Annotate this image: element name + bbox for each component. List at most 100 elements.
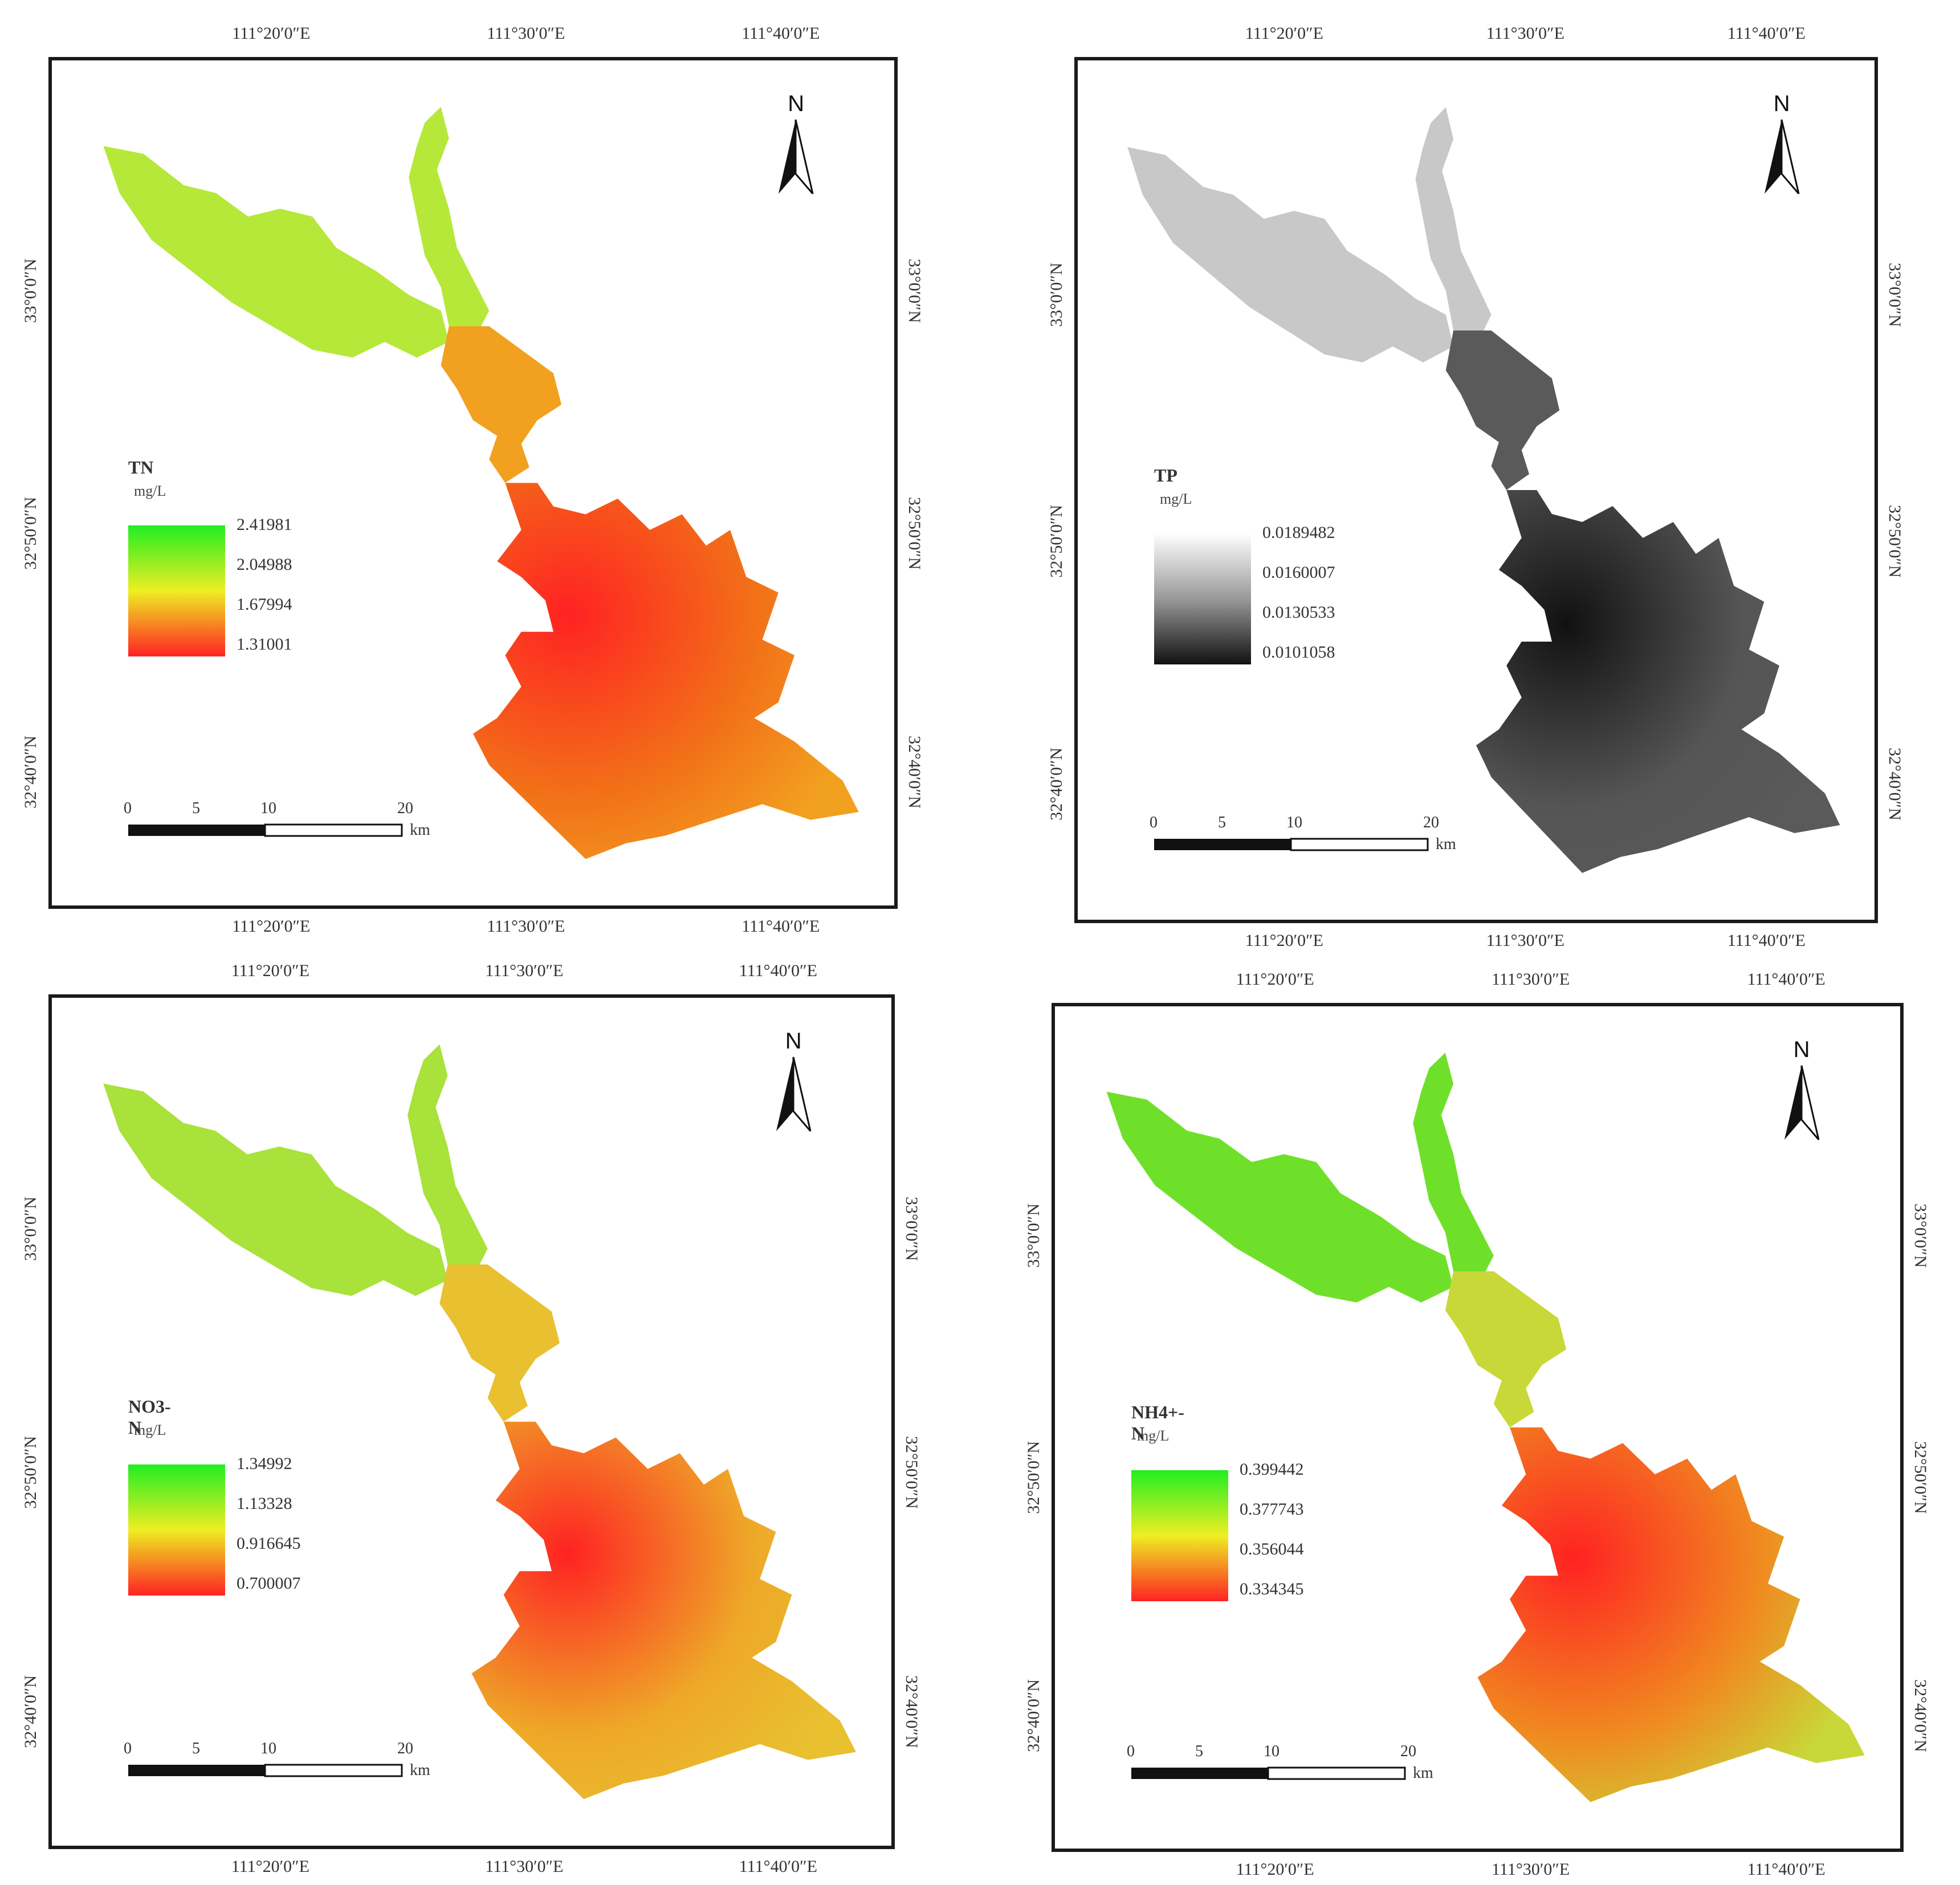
legend-title: TP xyxy=(1154,465,1177,485)
north-arrow-icon xyxy=(776,1056,812,1132)
right-latitude-label: 33°0′0″N xyxy=(902,1197,921,1261)
bottom-longitude-label: 111°30′0″E xyxy=(1492,1860,1570,1879)
top-longitude-label: 111°40′0″E xyxy=(1727,24,1806,43)
scale-unit: km xyxy=(410,1761,430,1779)
legend-value: 1.13328 xyxy=(237,1494,292,1513)
left-latitude-label: 32°40′0″N xyxy=(21,735,40,809)
top-longitude-label: 111°20′0″E xyxy=(1236,970,1314,989)
legend-color-ramp xyxy=(1131,1470,1228,1601)
scale-tick-label: 20 xyxy=(397,1740,413,1757)
north-arrow-icon xyxy=(779,119,814,194)
legend-color-ramp xyxy=(128,1464,225,1596)
reservoir-map xyxy=(103,1044,856,1800)
legend-value: 0.356044 xyxy=(1240,1539,1304,1558)
legend-value: 0.0189482 xyxy=(1262,523,1335,542)
bottom-longitude-label: 111°30′0″E xyxy=(1486,931,1564,950)
right-latitude-label: 32°50′0″N xyxy=(902,1436,921,1509)
right-latitude-label: 32°40′0″N xyxy=(905,735,924,809)
legend-color-ramp xyxy=(128,525,225,657)
upper-arm xyxy=(1127,147,1454,362)
legend-value: 0.916645 xyxy=(237,1534,301,1553)
top-longitude-label: 111°30′0″E xyxy=(1486,24,1564,43)
north-arm xyxy=(409,107,490,342)
north-arm xyxy=(1413,1052,1494,1287)
scale-tick-label: 20 xyxy=(1423,814,1439,831)
top-longitude-label: 111°40′0″E xyxy=(739,961,817,980)
top-longitude-label: 111°30′0″E xyxy=(485,961,564,980)
scale-tick-label: 0 xyxy=(1127,1743,1135,1760)
top-longitude-label: 111°20′0″E xyxy=(232,24,311,43)
left-latitude-label: 32°50′0″N xyxy=(1024,1441,1043,1515)
channel xyxy=(1445,331,1560,490)
right-latitude-label: 33°0′0″N xyxy=(1911,1203,1930,1268)
left-latitude-label: 32°50′0″N xyxy=(21,1436,40,1509)
scale-bar xyxy=(128,1764,403,1777)
scale-bar xyxy=(1154,838,1429,851)
scale-tick-label: 0 xyxy=(124,1740,132,1757)
legend-value: 0.0130533 xyxy=(1262,603,1335,622)
left-latitude-label: 32°40′0″N xyxy=(1024,1679,1043,1752)
upper-arm xyxy=(103,146,449,358)
right-latitude-label: 33°0′0″N xyxy=(905,258,924,323)
scale-tick-label: 10 xyxy=(260,799,276,817)
top-longitude-label: 111°30′0″E xyxy=(1492,970,1570,989)
north-arrow-icon xyxy=(1764,119,1800,194)
bottom-longitude-label: 111°40′0″E xyxy=(739,1857,817,1876)
right-latitude-label: 32°50′0″N xyxy=(905,497,924,570)
legend-title: NH4+-N xyxy=(1131,1401,1184,1443)
legend-value: 0.377743 xyxy=(1240,1499,1304,1519)
legend-value: 1.34992 xyxy=(237,1454,292,1473)
scale-tick-label: 5 xyxy=(192,799,200,817)
left-latitude-label: 33°0′0″N xyxy=(1047,262,1066,327)
channel xyxy=(439,1264,560,1422)
legend-unit: mg/L xyxy=(134,483,166,500)
legend-value: 2.04988 xyxy=(237,555,292,574)
legend-color-ramp xyxy=(1154,533,1251,664)
left-latitude-label: 32°40′0″N xyxy=(21,1675,40,1748)
left-latitude-label: 32°40′0″N xyxy=(1047,748,1066,821)
bottom-longitude-label: 111°20′0″E xyxy=(232,917,311,936)
legend-value: 1.67994 xyxy=(237,595,292,614)
north-arm xyxy=(1415,107,1492,346)
top-longitude-label: 111°40′0″E xyxy=(1747,970,1825,989)
reservoir-map xyxy=(1127,107,1840,873)
top-longitude-label: 111°30′0″E xyxy=(487,24,565,43)
right-latitude-label: 33°0′0″N xyxy=(1885,262,1904,327)
legend-unit: mg/L xyxy=(134,1422,166,1438)
scale-unit: km xyxy=(410,821,430,839)
scale-tick-label: 10 xyxy=(1264,1743,1279,1760)
left-latitude-label: 33°0′0″N xyxy=(1024,1203,1043,1268)
right-latitude-label: 32°40′0″N xyxy=(902,1675,921,1748)
scale-tick-label: 20 xyxy=(397,799,413,817)
main-basin xyxy=(1476,490,1840,873)
scale-tick-label: 5 xyxy=(1218,814,1226,831)
scale-unit: km xyxy=(1436,835,1456,853)
bottom-longitude-label: 111°30′0″E xyxy=(487,917,565,936)
legend-value: 0.334345 xyxy=(1240,1579,1304,1598)
north-arrow-icon xyxy=(1784,1065,1820,1140)
left-latitude-label: 32°50′0″N xyxy=(1047,505,1066,578)
scale-tick-label: 0 xyxy=(124,799,132,817)
legend-value: 0.700007 xyxy=(237,1574,301,1593)
scale-bar xyxy=(1131,1766,1406,1780)
legend-title: TN xyxy=(128,457,154,478)
left-latitude-label: 33°0′0″N xyxy=(21,258,40,323)
north-label: N xyxy=(1793,1037,1810,1062)
scale-tick-label: 0 xyxy=(1150,814,1158,831)
right-latitude-label: 32°40′0″N xyxy=(1911,1679,1930,1752)
north-label: N xyxy=(785,1029,802,1054)
scale-tick-label: 20 xyxy=(1400,1743,1416,1760)
upper-arm xyxy=(1106,1091,1454,1303)
top-longitude-label: 111°20′0″E xyxy=(231,961,309,980)
legend-value: 1.31001 xyxy=(237,635,292,654)
bottom-longitude-label: 111°40′0″E xyxy=(1747,1860,1825,1879)
scale-tick-label: 10 xyxy=(1286,814,1302,831)
scale-tick-label: 5 xyxy=(192,1740,200,1757)
legend-value: 0.0101058 xyxy=(1262,643,1335,662)
right-latitude-label: 32°40′0″N xyxy=(1885,748,1904,821)
bottom-longitude-label: 111°20′0″E xyxy=(1236,1860,1314,1879)
legend-value: 0.399442 xyxy=(1240,1459,1304,1479)
bottom-longitude-label: 111°20′0″E xyxy=(231,1857,309,1876)
channel xyxy=(1445,1271,1567,1427)
legend-value: 2.41981 xyxy=(237,515,292,535)
